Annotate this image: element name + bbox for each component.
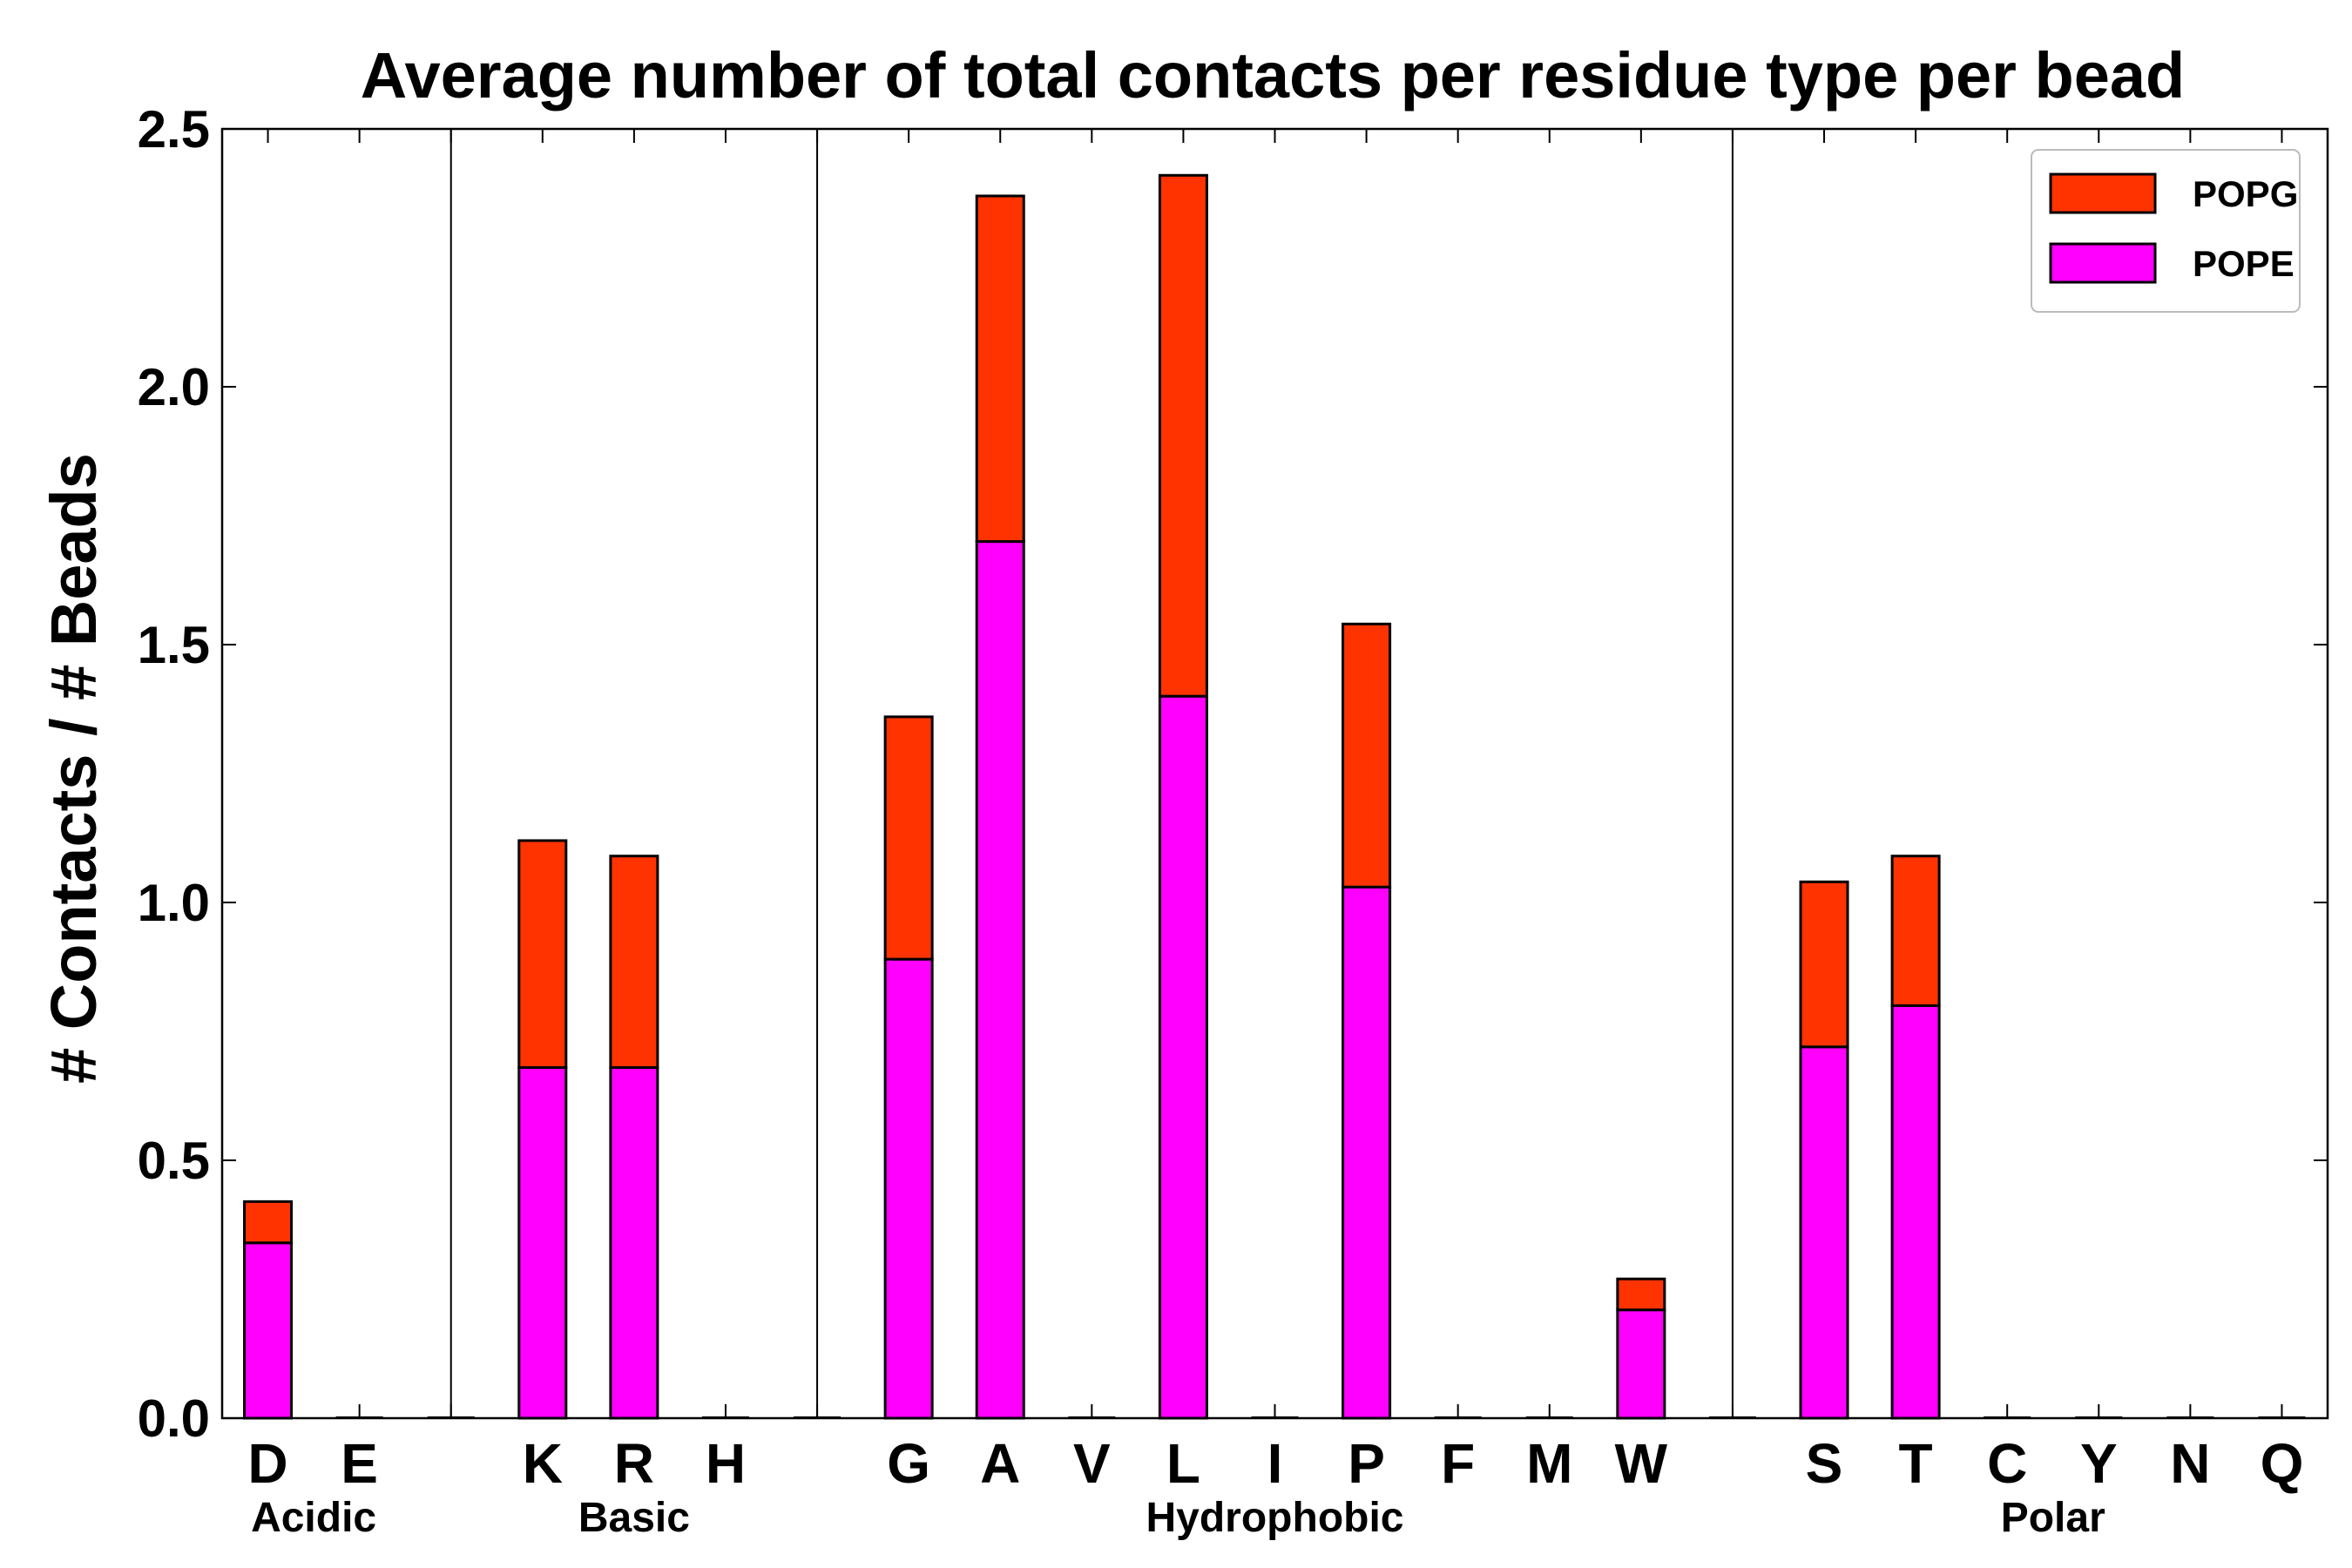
- group-label: Acidic: [251, 1495, 376, 1541]
- bar-popg: [609, 855, 659, 1069]
- x-tick-label: K: [523, 1432, 563, 1495]
- group-label: Polar: [2001, 1495, 2105, 1541]
- x-tick-label: M: [1526, 1432, 1572, 1495]
- x-tick-label: T: [1899, 1432, 1933, 1495]
- x-tick-label: D: [247, 1432, 287, 1495]
- x-tick-label: Y: [2080, 1432, 2118, 1495]
- bar-pope: [1158, 694, 1208, 1420]
- y-tick-label: 0.0: [138, 1389, 210, 1448]
- bar-popg: [517, 839, 568, 1069]
- y-tick-label: 1.5: [138, 616, 210, 674]
- x-tick-label: G: [887, 1432, 930, 1495]
- legend-label: POPE: [2193, 243, 2295, 284]
- x-tick-label: W: [1615, 1432, 1668, 1495]
- x-tick-label: P: [1348, 1432, 1385, 1495]
- bar-popg: [975, 194, 1025, 544]
- y-tick-label: 2.0: [138, 358, 210, 416]
- legend-label: POPG: [2193, 173, 2298, 214]
- bar-pope: [243, 1241, 294, 1420]
- x-tick-label: I: [1267, 1432, 1283, 1495]
- x-tick-label: R: [614, 1432, 654, 1495]
- bar-popg: [883, 715, 934, 961]
- bar-pope: [1342, 885, 1392, 1420]
- bar-pope: [1890, 1004, 1941, 1420]
- bar-pope: [883, 957, 934, 1420]
- x-tick-label: C: [1987, 1432, 2027, 1495]
- bar-pope: [1799, 1045, 1849, 1420]
- y-tick-label: 1.0: [138, 874, 210, 932]
- legend: POPG POPE: [2031, 149, 2301, 313]
- x-tick-label: E: [341, 1432, 378, 1495]
- x-tick-label: A: [980, 1432, 1020, 1495]
- bar-popg: [243, 1200, 294, 1245]
- x-tick-label: V: [1073, 1432, 1111, 1495]
- legend-swatch-popg: [2049, 172, 2157, 214]
- group-label: Hydrophobic: [1146, 1495, 1404, 1541]
- bar-popg: [1342, 622, 1392, 889]
- x-tick-label: F: [1441, 1432, 1475, 1495]
- bar-popg: [1890, 855, 1941, 1007]
- bar-pope: [517, 1065, 568, 1420]
- bar-popg: [1616, 1277, 1666, 1312]
- x-tick-label: N: [2170, 1432, 2210, 1495]
- x-tick-label: S: [1806, 1432, 1843, 1495]
- chart-title: Average number of total contacts per res…: [361, 39, 2185, 112]
- legend-swatch-pope: [2049, 242, 2157, 284]
- group-label: Basic: [578, 1495, 690, 1541]
- y-tick-label: 0.5: [138, 1132, 210, 1190]
- bar-pope: [609, 1065, 659, 1420]
- x-tick-label: L: [1166, 1432, 1200, 1495]
- bar-pope: [975, 540, 1025, 1420]
- bar-popg: [1799, 880, 1849, 1049]
- y-axis-label: # Contacts / # Beads: [37, 453, 110, 1084]
- x-tick-label: Q: [2261, 1432, 2304, 1495]
- y-tick-label: 2.5: [138, 100, 210, 159]
- bar-pope: [1616, 1308, 1666, 1420]
- bar-popg: [1158, 173, 1208, 698]
- x-tick-label: H: [706, 1432, 746, 1495]
- plot-area: 0.0 0.5 1.0 1.5 2.0 2.5 D E K R H G A V L I P F M W S T C Y N Q Ac…: [138, 100, 2329, 1541]
